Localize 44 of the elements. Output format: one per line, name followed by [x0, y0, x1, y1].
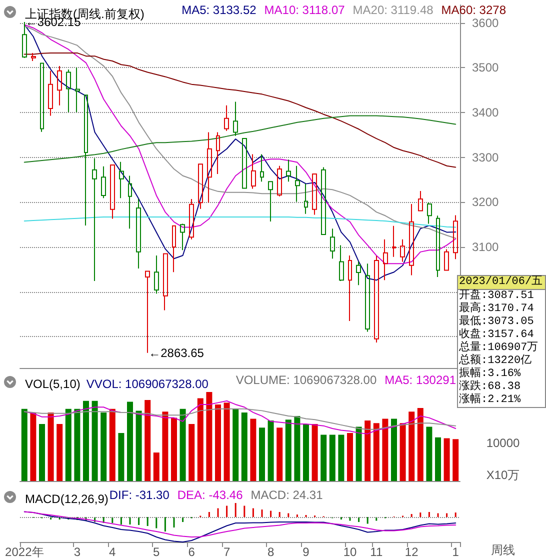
annotation: 2023/01/06/五 [458, 276, 545, 290]
x-tick-label: 10 [343, 545, 357, 559]
chart-subtitle: VVOL: 1069067328.00 [86, 377, 209, 391]
text: X10万 [486, 468, 520, 482]
y-tick-label: 3200 [472, 195, 500, 210]
text: MA20: 3119.48 [352, 3, 434, 17]
x-tick-label: 3 [74, 545, 81, 559]
x-tick-label: 7 [223, 545, 230, 559]
x-tick-label: 1 [452, 545, 460, 559]
y-tick-label: 3400 [472, 106, 500, 120]
annotation: 开盘:3087.51 [458, 290, 535, 302]
y-tick-label: 3600 [472, 16, 500, 30]
text: 10000 [486, 436, 520, 450]
y-tick-label: 3500 [472, 60, 500, 75]
annotation: 最低:3073.05 [458, 316, 535, 328]
text: MA60: 3278 [441, 3, 506, 17]
annotation: 最高:3170.74 [458, 303, 535, 315]
text: MA10: 3118.07 [264, 3, 346, 17]
y-tick-label: 3300 [472, 150, 500, 164]
annotation: ←2863.65 [148, 346, 204, 360]
chart-title: MACD(12,26,9) [25, 492, 108, 506]
x-tick-label: 6 [188, 545, 196, 559]
x-tick-label: 8 [267, 545, 274, 559]
x-tick-label: 2022年 [5, 545, 44, 559]
annotation: 涨跌:68.38 [458, 381, 522, 393]
text: DEA: -43.46 [177, 488, 244, 502]
annotation: 总量:106907万 [458, 342, 540, 354]
text: DIF: -31.30 [109, 488, 170, 502]
series-label: VOLUME: 1069067328.00 [236, 373, 377, 387]
text: MA5: 130291 [384, 373, 456, 387]
x-tick-label: 12 [404, 545, 419, 559]
series-label: MACD: 24.31 [250, 488, 324, 502]
x-tick-label: 4 [109, 545, 116, 559]
annotation: 总额:13220亿 [458, 355, 533, 367]
x-tick-label: 5 [153, 545, 160, 559]
text: 周线 [491, 543, 515, 557]
annotation: 涨幅:2.21% [458, 394, 522, 407]
y-tick-label: 3100 [472, 240, 500, 254]
chart-title: VOL(5,10) [25, 377, 80, 391]
text: MA5: 3133.52 [182, 3, 257, 17]
annotation: 振幅:3.16% [458, 368, 522, 380]
x-tick-label: 9 [302, 545, 310, 559]
annotation: 收盘:3157.64 [458, 329, 535, 341]
x-tick-label: 11 [370, 545, 383, 559]
